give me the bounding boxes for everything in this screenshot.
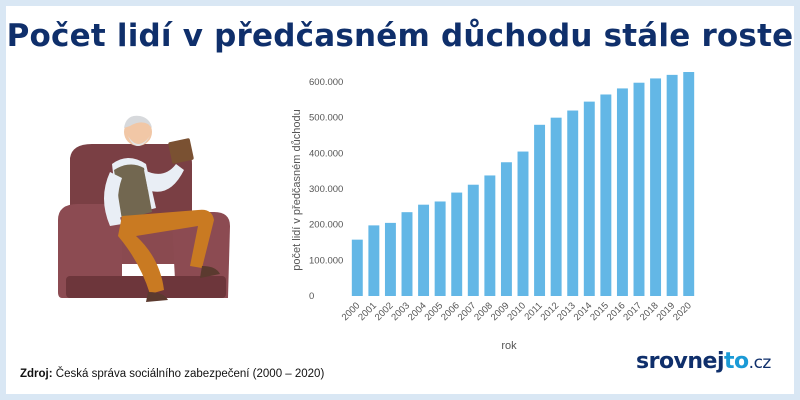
y-axis-ticks: 0 100.000 200.000 300.000 400.000 500.000 600.… [309,77,343,302]
bar-2005 [434,201,446,296]
source-text: Česká správa sociálního zabezpečení (200… [55,368,325,380]
armchair-base [66,276,226,298]
bar-2011 [534,124,546,296]
bar-2017 [633,82,645,297]
bar-2004 [418,204,430,296]
bar-2010 [517,151,529,296]
shoe-right [200,266,220,278]
arm-right [144,164,184,192]
y-tick-label: 100.000 [309,255,343,266]
bar-2003 [401,212,413,296]
bar-2000 [351,239,363,296]
bar-2012 [550,117,562,296]
bars [351,72,695,297]
y-tick-label: 200.000 [309,220,343,231]
page-title: Počet lidí v předčasném důchodu stále ro… [6,18,794,54]
bar-2016 [616,88,628,296]
logo-main: srovnej [636,349,725,374]
book [168,138,194,164]
bar-2019 [666,74,678,297]
arm-left [104,172,122,226]
bar-2018 [650,78,662,297]
shoe-left [146,292,168,302]
source-label: Zdroj: [20,368,53,380]
srovnejto-logo[interactable]: srovnejto.cz [636,349,771,374]
bar-2014 [583,101,595,297]
source-note: Zdroj: Česká správa sociálního zabezpeče… [20,368,324,380]
x-axis-title: rok [501,340,517,352]
bar-2002 [384,222,396,296]
bar-2006 [451,192,463,296]
bar-chart: 0 100.000 200.000 300.000 400.000 500.000 600.… [291,72,695,352]
bar-2001 [368,225,380,296]
y-tick-label: 600.000 [309,77,343,88]
x-tick-label: 2020 [671,300,694,323]
beard [128,136,150,146]
bar-2007 [467,184,479,296]
armchair-arm-left [58,204,122,298]
elderly-man-reading-illustration [58,115,230,302]
vest [114,164,152,220]
logo-tld: .cz [748,353,772,373]
bar-2015 [600,94,612,296]
y-tick-label: 400.000 [309,148,343,159]
y-axis-title: počet lidí v předčasném důchodu [291,109,303,270]
x-axis-ticks: 2000200120022003200420052006200720082009… [340,300,694,323]
legs [118,209,214,294]
y-tick-label: 500.000 [309,113,343,124]
bar-2008 [484,175,496,296]
y-tick-label: 0 [309,291,314,302]
bar-2020 [683,72,695,296]
y-tick-label: 300.000 [309,184,343,195]
logo-accent: to [724,349,749,374]
bar-2009 [500,162,512,296]
bar-2013 [567,110,579,296]
hair [124,115,152,128]
